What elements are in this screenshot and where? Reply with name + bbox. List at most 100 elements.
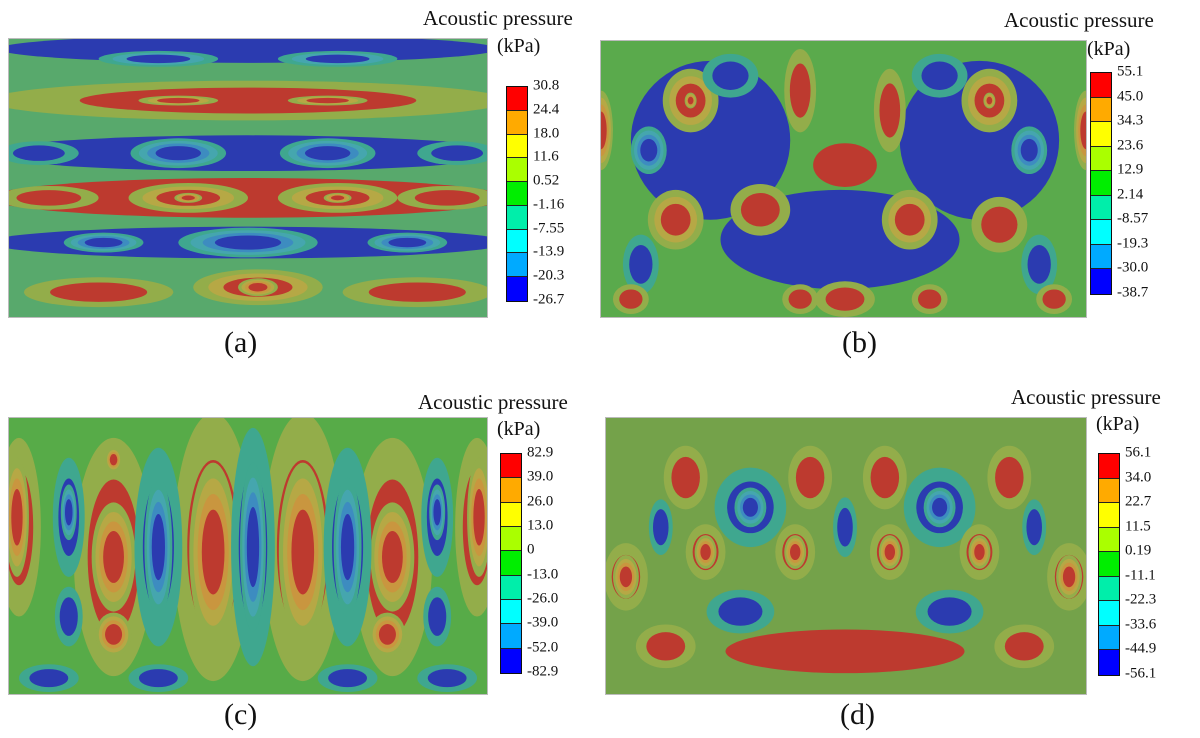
negative-pressure-contour	[640, 138, 658, 162]
colorbar-segment	[1091, 171, 1111, 196]
positive-pressure-contour	[11, 488, 23, 546]
legend-unit-c: (kPa)	[497, 418, 541, 440]
negative-pressure-contour	[712, 61, 749, 90]
positive-pressure-contour	[181, 195, 195, 201]
negative-pressure-contour	[59, 597, 78, 636]
colorbar-segment	[507, 134, 527, 159]
colorbar-tick-label: -20.3	[533, 267, 565, 284]
colorbar-tick-label: 0	[527, 541, 535, 558]
colorbar-segment	[507, 182, 527, 206]
positive-pressure-contour	[981, 206, 1018, 243]
negative-pressure-contour	[151, 514, 165, 581]
colorbar-tick-label: 30.8	[533, 77, 560, 94]
negative-pressure-contour	[305, 54, 370, 64]
positive-pressure-contour	[331, 195, 345, 201]
contour-field	[606, 418, 1086, 694]
colorbar-segment	[501, 575, 521, 600]
colorbar-tick-label: 18.0	[533, 125, 560, 142]
colorbar-tick-label: 12.9	[1117, 161, 1144, 178]
colorbar-tick-label: -13.9	[533, 243, 565, 260]
negative-pressure-contour	[899, 60, 1060, 220]
positive-pressure-contour	[306, 97, 349, 104]
contour-field	[601, 41, 1086, 317]
colorbar	[1098, 453, 1120, 676]
positive-pressure-contour	[50, 282, 148, 302]
colorbar-tick-label: -33.6	[1125, 616, 1157, 633]
colorbar-segment	[501, 624, 521, 649]
colorbar-segment	[1091, 122, 1111, 147]
colorbar	[506, 86, 528, 302]
negative-pressure-contour	[433, 499, 441, 526]
positive-pressure-contour	[995, 456, 1024, 499]
negative-pressure-contour	[64, 499, 73, 526]
positive-pressure-contour	[1080, 111, 1086, 150]
positive-pressure-contour	[414, 190, 480, 206]
colorbar-tick-label: 34.0	[1125, 469, 1152, 486]
contour-field	[9, 39, 487, 317]
positive-pressure-contour	[894, 203, 925, 236]
colorbar-tick-label: 82.9	[527, 444, 554, 461]
colorbar-segment	[1099, 650, 1119, 675]
colorbar-segment	[507, 253, 527, 278]
colorbar-tick-label: 0.19	[1125, 542, 1152, 559]
positive-pressure-contour	[789, 63, 811, 118]
colorbar-tick-label: -1.16	[533, 196, 565, 213]
contour-plot-d	[605, 417, 1087, 695]
positive-pressure-contour	[619, 289, 643, 309]
colorbar-tick-label: 23.6	[1117, 137, 1144, 154]
colorbar-tick-label: -38.7	[1117, 284, 1149, 301]
colorbar-tick-label: -7.55	[533, 220, 565, 237]
positive-pressure-contour	[974, 544, 985, 561]
positive-pressure-contour	[687, 96, 694, 105]
negative-pressure-contour	[742, 497, 758, 517]
colorbar-segment	[1099, 454, 1119, 479]
positive-pressure-contour	[1004, 632, 1044, 661]
colorbar-segment	[507, 158, 527, 183]
colorbar-tick-label: -11.1	[1125, 567, 1156, 584]
colorbar-tick-label: -26.0	[527, 590, 559, 607]
negative-pressure-contour	[246, 506, 260, 588]
negative-pressure-contour	[921, 61, 958, 90]
legend-title-c: Acoustic pressure	[418, 390, 568, 414]
positive-pressure-contour	[248, 282, 268, 292]
contour-plot-b	[600, 40, 1087, 318]
colorbar-tick-label: 11.6	[533, 148, 559, 165]
positive-pressure-contour	[700, 544, 711, 561]
legend-title-d: Acoustic pressure	[1011, 385, 1161, 409]
colorbar-segment	[1091, 146, 1111, 172]
colorbar-tick-label: 2.14	[1117, 186, 1144, 203]
positive-pressure-contour	[16, 190, 82, 206]
positive-pressure-contour	[788, 289, 812, 309]
colorbar-tick-label: -26.7	[533, 291, 565, 308]
negative-pressure-contour	[428, 597, 447, 636]
positive-pressure-contour	[378, 624, 396, 645]
positive-pressure-contour	[725, 629, 965, 674]
positive-pressure-contour	[825, 287, 865, 311]
colorbar-segment	[1099, 552, 1119, 577]
negative-pressure-contour	[9, 135, 487, 172]
colorbar-segment	[1099, 503, 1119, 528]
negative-pressure-contour	[1020, 138, 1038, 162]
colorbar-tick-label: 34.3	[1117, 112, 1144, 129]
positive-pressure-contour	[1062, 566, 1076, 588]
positive-pressure-contour	[105, 624, 123, 645]
colorbar-tick-label: -82.9	[527, 663, 559, 680]
caption-c: (c)	[224, 698, 258, 731]
positive-pressure-contour	[79, 87, 417, 114]
negative-pressure-contour	[718, 597, 763, 626]
colorbar-segment	[501, 454, 521, 479]
colorbar-tick-label: -19.3	[1117, 235, 1149, 252]
positive-pressure-contour	[671, 456, 700, 499]
colorbar-tick-label: -44.9	[1125, 640, 1157, 657]
colorbar-segment	[507, 87, 527, 111]
colorbar-segment	[1091, 73, 1111, 98]
negative-pressure-contour	[12, 145, 65, 161]
colorbar-segment	[507, 205, 527, 230]
positive-pressure-contour	[740, 192, 780, 227]
positive-pressure-contour	[986, 96, 993, 105]
colorbar-tick-label: -13.0	[527, 566, 559, 583]
colorbar-tick-label: -8.57	[1117, 210, 1149, 227]
colorbar	[500, 453, 522, 674]
colorbar-segment	[1099, 576, 1119, 602]
